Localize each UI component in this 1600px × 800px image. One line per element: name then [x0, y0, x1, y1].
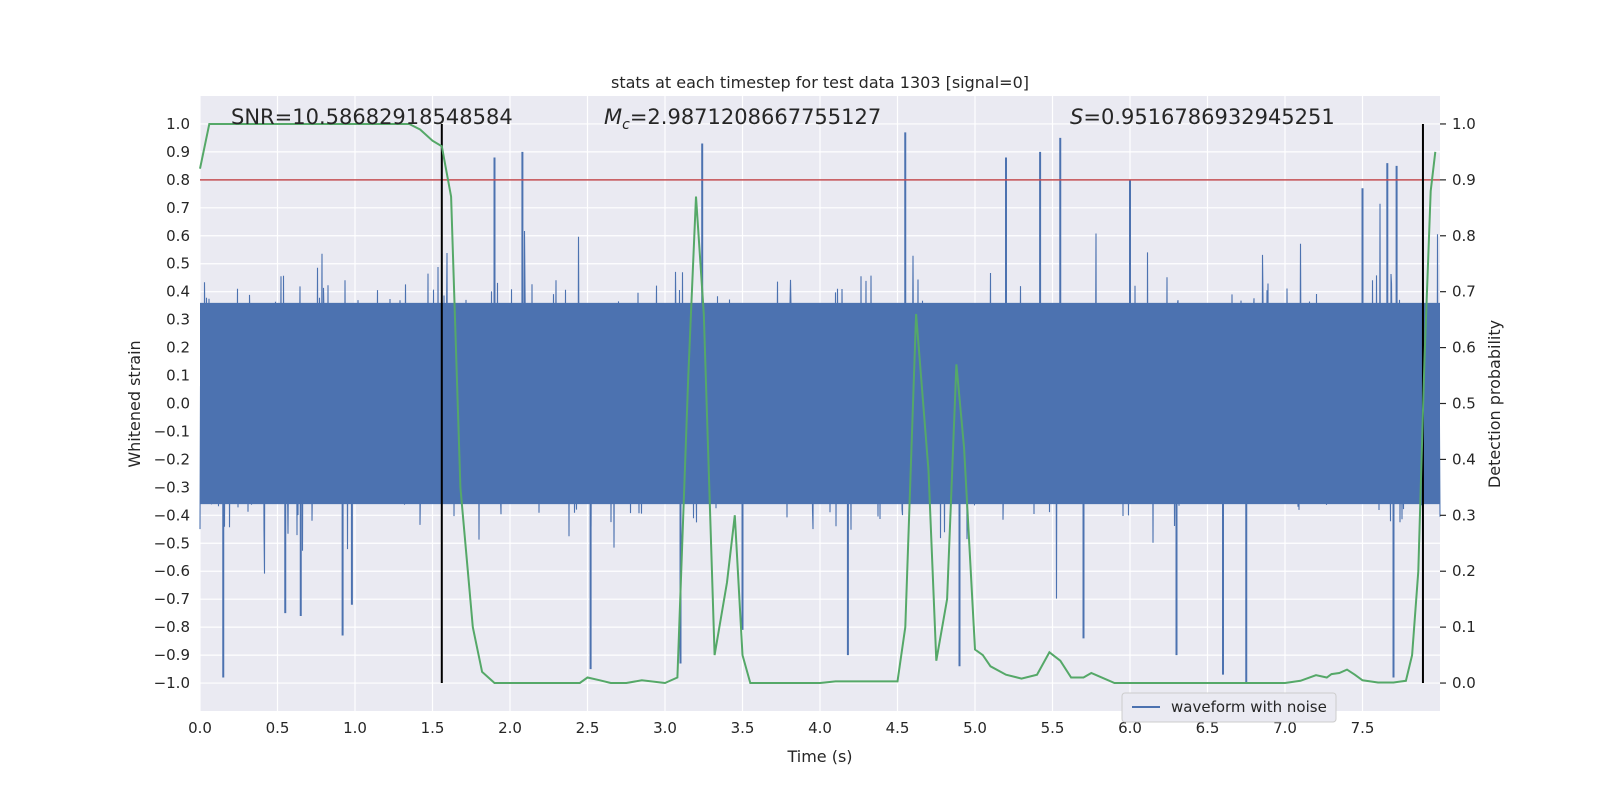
y-left-tick-label-18: −0.8 — [154, 618, 190, 636]
x-tick-label-11: 5.5 — [1041, 719, 1065, 737]
x-tick-label-9: 4.5 — [886, 719, 910, 737]
y-left-tick-label-10: 0.0 — [166, 395, 190, 413]
x-tick-label-1: 0.5 — [266, 719, 290, 737]
y-left-tick-label-11: −0.1 — [154, 422, 190, 440]
y-left-tick-label-3: 0.7 — [166, 199, 190, 217]
x-tick-label-14: 7.0 — [1273, 719, 1297, 737]
x-tick-label-5: 2.5 — [576, 719, 600, 737]
y-left-tick-label-8: 0.2 — [166, 339, 190, 357]
x-tick-label-13: 6.5 — [1196, 719, 1220, 737]
y-left-tick-label-12: −0.2 — [154, 450, 190, 468]
s-annotation: S=0.9516786932945251 — [1070, 105, 1335, 129]
y-left-tick-label-20: −1.0 — [154, 674, 190, 692]
x-tick-label-12: 6.0 — [1118, 719, 1142, 737]
y-left-tick-label-17: −0.7 — [154, 590, 190, 608]
snr-annotation: SNR=10.58682918548584 — [231, 105, 513, 129]
y-right-tick-label-5: 0.5 — [1452, 395, 1476, 413]
y-right-tick-label-10: 0.0 — [1452, 674, 1476, 692]
y-right-tick-label-4: 0.6 — [1452, 339, 1476, 357]
y-right-tick-label-7: 0.3 — [1452, 506, 1476, 524]
y-right-tick-label-6: 0.4 — [1452, 450, 1476, 468]
y-left-tick-label-15: −0.5 — [154, 534, 190, 552]
y-axis-right-label: Detection probability — [1485, 320, 1504, 488]
y-right-tick-label-3: 0.7 — [1452, 283, 1476, 301]
detection-probability-line — [199, 123, 1437, 685]
x-tick-label-8: 4.0 — [808, 719, 832, 737]
y-left-tick-label-5: 0.5 — [166, 255, 190, 273]
y-left-tick-label-6: 0.4 — [166, 283, 190, 301]
chirp-mass-annotation: Mc=2.9871208667755127 — [604, 105, 881, 133]
y-left-tick-label-13: −0.3 — [154, 478, 190, 496]
x-tick-label-0: 0.0 — [188, 719, 212, 737]
y-right-tick-label-8: 0.2 — [1452, 562, 1476, 580]
y-left-tick-label-16: −0.6 — [154, 562, 190, 580]
plot-content — [199, 123, 1441, 685]
legend: waveform with noise — [1121, 692, 1337, 723]
y-left-tick-label-9: 0.1 — [166, 367, 190, 385]
legend-box — [1121, 692, 1337, 723]
y-axis-left-label: Whitened strain — [125, 340, 144, 467]
y-right-tick-label-0: 1.0 — [1452, 115, 1476, 133]
y-right-tick-label-2: 0.8 — [1452, 227, 1476, 245]
y-left-tick-label-0: 1.0 — [166, 115, 190, 133]
x-tick-label-3: 1.5 — [421, 719, 445, 737]
y-left-tick-label-4: 0.6 — [166, 227, 190, 245]
y-right-tick-label-1: 0.9 — [1452, 171, 1476, 189]
x-tick-label-4: 2.0 — [498, 719, 522, 737]
axes: 0.0 0.5 1.0 1.5 2.0 2.5 3.0 3.5 4.0 4.5 5.0 5.5 6.0 6… — [154, 115, 1476, 737]
y-left-tick-label-19: −0.9 — [154, 646, 190, 664]
x-tick-label-10: 5.0 — [963, 719, 987, 737]
y-right-tick-label-9: 0.1 — [1452, 618, 1476, 636]
y-left-tick-label-2: 0.8 — [166, 171, 190, 189]
chart-title: stats at each timestep for test data 130… — [611, 73, 1029, 92]
y-left-tick-label-14: −0.4 — [154, 506, 190, 524]
x-tick-label-15: 7.5 — [1351, 719, 1375, 737]
x-tick-label-2: 1.0 — [343, 719, 367, 737]
legend-entry-waveform: waveform with noise — [1171, 698, 1327, 716]
x-tick-label-7: 3.5 — [731, 719, 755, 737]
x-axis-label: Time (s) — [786, 747, 852, 766]
y-left-tick-label-7: 0.3 — [166, 311, 190, 329]
x-tick-label-6: 3.0 — [653, 719, 677, 737]
waveform-core — [200, 302, 1440, 505]
y-left-tick-label-1: 0.9 — [166, 143, 190, 161]
